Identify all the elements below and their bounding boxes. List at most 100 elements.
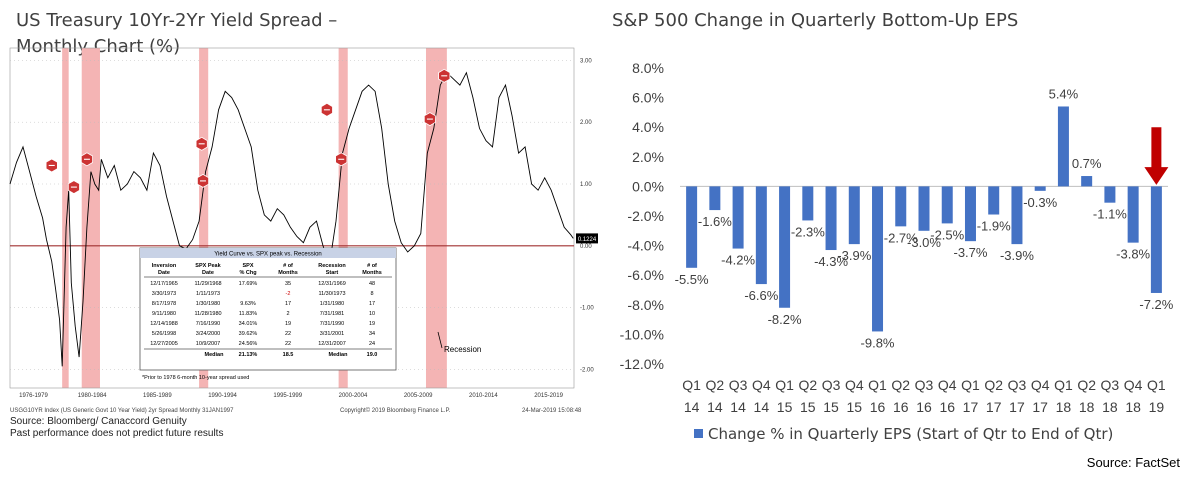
table-cell: -2 [286,291,291,297]
eps-bar [755,186,767,285]
eps-bar [964,186,976,242]
eps-chart-title: S&P 500 Change in Quarterly Bottom-Up EP… [612,10,1019,31]
table-cell: 8 [370,291,373,297]
recession-band [199,48,209,388]
recession-bands [62,48,447,388]
bloomberg-footer-date: 24-Mar-2019 15:08:48 [522,408,582,414]
category-label-year: 17 [1009,399,1025,415]
recession-annotation: Recession [444,345,481,354]
eps-data-label: -2.7% [884,230,918,245]
table-cell: 9.63% [240,301,256,307]
table-cell: 7/16/1990 [196,321,220,327]
table-cell: 11.83% [239,311,257,317]
legend-label: Change % in Quarterly EPS (Start of Qtr … [708,425,1113,443]
category-label-quarter: Q2 [706,377,725,393]
table-cell: 11/30/1973 [318,291,345,297]
x-tick-label: 2000-2004 [339,393,368,399]
eps-data-label: -9.8% [861,335,895,350]
table-cell: 11/28/1980 [194,311,221,317]
y-tick-label: -12.0% [620,356,664,372]
eps-source: Source: FactSet [1086,455,1180,470]
y-tick-label: 0.00 [580,244,592,250]
category-label-year: 18 [1102,399,1118,415]
eps-bar [872,186,884,332]
category-label-year: 14 [684,399,700,415]
eps-bar [779,186,791,308]
category-label-year: 16 [916,399,932,415]
table-footnote: *Prior to 1978 6-month 10-year spread us… [142,375,249,381]
table-header: Months [362,270,382,276]
table-median-cell: 21.13% [239,352,258,358]
table-cell: 24 [369,341,375,347]
table-header: Inversion [152,263,177,269]
eps-data-label: -1.1% [1093,207,1127,222]
table-cell: 10 [369,311,375,317]
category-label-year: 15 [800,399,816,415]
legend-swatch [694,429,703,438]
left-chart-title: US Treasury 10Yr-2Yr Yield Spread – Mont… [16,8,346,60]
category-label-quarter: Q1 [961,377,980,393]
eps-bar [895,186,907,227]
table-header: SPX [242,263,253,269]
table-cell: 9/11/1980 [152,311,176,317]
table-cell: 7/31/1981 [320,311,344,317]
eps-bar [1127,186,1139,243]
eps-data-label: -6.6% [744,288,778,303]
x-tick-label: 2010-2014 [469,393,498,399]
bloomberg-footer-left: USGG10YR Index (US Generic Govt 10 Year … [10,408,234,414]
table-header: # of [367,263,377,269]
category-label-quarter: Q2 [1077,377,1096,393]
table-cell: 3/24/2000 [196,331,220,337]
eps-data-label: -2.5% [930,227,964,242]
recession-band [62,48,69,388]
eps-bar [1081,176,1093,187]
eps-data-label: -3.9% [1000,248,1034,263]
y-tick-label: 2.00 [580,120,592,126]
table-cell: 2 [286,311,289,317]
y-tick-label: 0.0% [632,178,664,194]
category-label-year: 18 [1125,399,1141,415]
eps-bar [1011,186,1023,245]
eps-bar [988,186,1000,215]
category-label-quarter: Q2 [798,377,817,393]
eps-data-label: -3.7% [953,245,987,260]
category-label-year: 15 [777,399,793,415]
table-cell: 34.01% [239,321,258,327]
table-cell: 17.69% [239,281,258,287]
eps-bars [686,106,1169,332]
x-tick-label: 1995-1999 [273,393,302,399]
category-label-year: 18 [1079,399,1095,415]
eps-data-label: 0.7% [1072,156,1102,171]
category-label-quarter: Q4 [938,377,957,393]
table-cell: 12/14/1988 [150,321,178,327]
table-cell: 1/31/1980 [320,301,344,307]
table-cell: 11/29/1968 [194,281,221,287]
category-label-quarter: Q4 [1124,377,1143,393]
eps-bar [918,186,930,231]
inversion-markers [45,68,451,195]
table-cell: 19 [369,321,375,327]
category-label-year: 15 [846,399,862,415]
category-label-quarter: Q1 [775,377,794,393]
category-label-year: 14 [730,399,746,415]
table-cell: 12/17/1965 [150,281,178,287]
category-label-quarter: Q4 [1031,377,1050,393]
y-tick-label: -6.0% [627,267,664,283]
table-cell: 22 [285,331,291,337]
eps-axis: 8.0% 6.0% 4.0% 2.0% 0.0% -2.0% -4.0% -6.0% -8.0%… [620,60,1168,372]
table-cell: 8/17/1978 [152,301,176,307]
x-tick-label: 1985-1989 [143,393,172,399]
table-frame [139,247,397,371]
table-cell: 22 [285,341,291,347]
category-label-quarter: Q3 [1101,377,1120,393]
eps-data-label: -4.3% [814,254,848,269]
category-label-quarter: Q1 [682,377,701,393]
table-cell: 3/30/1973 [152,291,176,297]
eps-bar [1104,186,1116,203]
eps-data-label: -7.2% [1139,297,1173,312]
category-label-year: 19 [1149,399,1165,415]
eps-bar [709,186,721,211]
eps-data-label: -8.2% [768,312,802,327]
category-label-year: 18 [1056,399,1072,415]
